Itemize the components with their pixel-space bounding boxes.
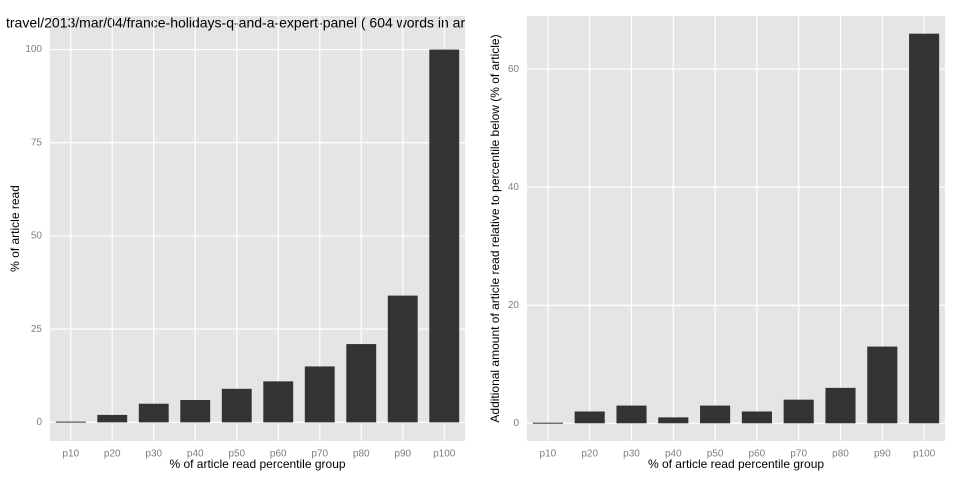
bar — [346, 344, 377, 423]
bar — [221, 388, 252, 423]
x-tick-label: p90 — [874, 449, 891, 460]
y-axis-title: % of article read — [8, 185, 22, 272]
y-axis-title: Additional amount of article read relati… — [488, 34, 502, 422]
x-tick-label: p100 — [433, 449, 456, 460]
x-tick-label: p30 — [145, 449, 162, 460]
x-tick-label: p80 — [353, 449, 370, 460]
x-axis-title: % of article read percentile group — [648, 457, 824, 471]
bar — [387, 295, 418, 423]
x-tick-label: p70 — [311, 449, 328, 460]
x-tick-label: p60 — [270, 449, 287, 460]
y-tick-label: 20 — [508, 300, 520, 311]
x-tick-label: p20 — [581, 449, 598, 460]
bar — [658, 417, 689, 424]
bar — [909, 33, 940, 424]
x-tick-label: p20 — [104, 449, 121, 460]
bar — [700, 405, 731, 424]
y-tick-label: 0 — [513, 418, 519, 429]
bar — [180, 399, 211, 423]
x-axis-title: % of article read percentile group — [169, 457, 345, 471]
bar — [783, 399, 814, 424]
x-tick-label: p30 — [623, 449, 640, 460]
y-tick-label: 40 — [508, 182, 520, 193]
x-tick-label: p50 — [707, 449, 724, 460]
chart-title: travel/2013/mar/04/france-holidays-q-and… — [6, 15, 465, 31]
bar — [55, 421, 86, 423]
bar — [429, 49, 460, 423]
x-tick-label: p90 — [394, 449, 411, 460]
bar — [616, 405, 647, 424]
x-tick-label: p60 — [749, 449, 766, 460]
bar — [741, 411, 772, 424]
x-tick-label: p70 — [790, 449, 807, 460]
x-tick-label: p40 — [187, 449, 204, 460]
y-tick-label: 0 — [36, 417, 42, 428]
y-tick-label: 50 — [31, 231, 43, 242]
y-tick-label: 60 — [508, 64, 520, 75]
bar — [97, 414, 128, 423]
y-tick-label: 100 — [25, 44, 42, 55]
bar — [263, 381, 294, 423]
x-tick-label: p100 — [913, 449, 936, 460]
y-tick-label: 75 — [31, 137, 43, 148]
bar — [825, 387, 856, 424]
x-tick-label: p10 — [540, 449, 557, 460]
bar — [138, 403, 169, 423]
x-tick-label: p80 — [832, 449, 849, 460]
bar — [867, 346, 898, 424]
bar — [532, 422, 563, 424]
bar — [574, 411, 605, 424]
y-tick-label: 25 — [31, 324, 43, 335]
bar — [304, 366, 335, 423]
x-tick-label: p40 — [665, 449, 682, 460]
x-tick-label: p10 — [62, 449, 79, 460]
x-tick-label: p50 — [228, 449, 245, 460]
